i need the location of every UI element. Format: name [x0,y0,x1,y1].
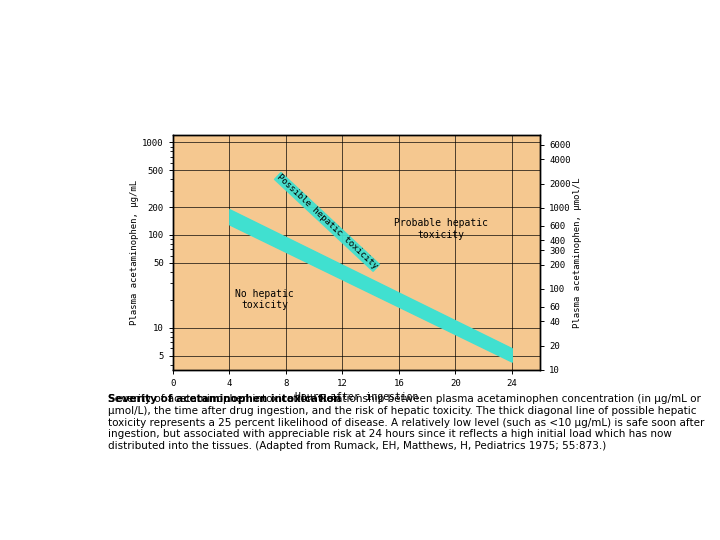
Text: Severity of acetaminophen intoxication: Severity of acetaminophen intoxication [108,394,341,404]
Y-axis label: Plasma acetaminophen, µmol/L: Plasma acetaminophen, µmol/L [573,177,582,328]
Y-axis label: Plasma acetaminophen, µg/mL: Plasma acetaminophen, µg/mL [130,180,140,325]
Text: APAP: R-M Nomogram: APAP: R-M Nomogram [18,33,466,68]
Text: Probable hepatic
toxicity: Probable hepatic toxicity [394,218,488,240]
Text: No hepatic
toxicity: No hepatic toxicity [235,288,294,310]
X-axis label: Hours after ingestion: Hours after ingestion [294,392,418,402]
Text: Possible hepatic toxicity: Possible hepatic toxicity [275,173,379,271]
Text: Severity of acetaminophen intoxication  Relationship between plasma acetaminophe: Severity of acetaminophen intoxication R… [108,394,704,451]
